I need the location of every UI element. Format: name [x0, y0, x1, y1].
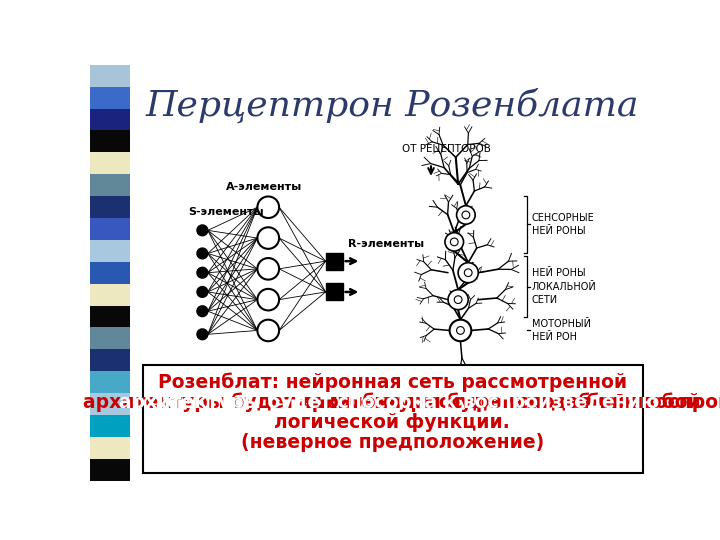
Circle shape — [258, 258, 279, 280]
Bar — [143, 365, 642, 473]
Circle shape — [462, 211, 469, 219]
Circle shape — [258, 289, 279, 310]
Text: Перцептрон Розенблата: Перцептрон Розенблата — [145, 87, 639, 123]
Text: логической функции.: логической функции. — [274, 413, 510, 431]
Bar — [90, 306, 130, 327]
Bar — [90, 65, 130, 87]
Text: МОТОРНЫЙ
НЕЙ РОН: МОТОРНЫЙ НЕЙ РОН — [532, 319, 590, 342]
Circle shape — [258, 197, 279, 218]
Circle shape — [197, 225, 208, 236]
Text: архитектуры будет способна к воспроизведению: архитектуры будет способна к воспроизвед… — [300, 392, 720, 412]
Bar — [90, 349, 130, 371]
Circle shape — [449, 320, 472, 341]
Text: НЕЙ РОНЫ
ЛОКАЛЬНОЙ
СЕТИ: НЕЙ РОНЫ ЛОКАЛЬНОЙ СЕТИ — [532, 268, 596, 305]
Text: СЕНСОРНЫЕ
НЕЙ РОНЫ: СЕНСОРНЫЕ НЕЙ РОНЫ — [532, 213, 595, 236]
Bar — [90, 152, 130, 174]
Circle shape — [451, 238, 458, 246]
Text: (неверное предположение): (неверное предположение) — [240, 433, 544, 451]
Circle shape — [197, 287, 208, 298]
Circle shape — [197, 248, 208, 259]
Text: А-элементы: А-элементы — [226, 183, 302, 192]
Bar — [90, 415, 130, 437]
Text: архитектуры будет способна к воспроизведению: архитектуры будет способна к воспроизвед… — [119, 392, 665, 412]
Bar — [90, 262, 130, 284]
Circle shape — [448, 289, 468, 309]
Bar — [325, 253, 343, 269]
Text: архитектуры будет способна к воспроизведению любой: архитектуры будет способна к воспроизвед… — [84, 392, 701, 412]
Text: ОТ РЕЦЕПТОРОВ: ОТ РЕЦЕПТОРОВ — [402, 144, 491, 154]
Bar — [90, 174, 130, 196]
Circle shape — [458, 262, 478, 283]
Bar — [90, 109, 130, 131]
Circle shape — [456, 206, 475, 224]
Circle shape — [456, 327, 464, 334]
Bar — [325, 284, 343, 300]
Bar — [90, 196, 130, 218]
Bar — [90, 393, 130, 415]
Text: любой: любой — [555, 393, 626, 411]
Circle shape — [258, 320, 279, 341]
Bar — [90, 371, 130, 393]
Bar — [90, 240, 130, 262]
Circle shape — [445, 233, 464, 251]
Text: Розенблат: нейронная сеть рассмотренной: Розенблат: нейронная сеть рассмотренной — [158, 372, 627, 392]
Bar — [90, 87, 130, 109]
Text: S-элементы: S-элементы — [189, 207, 264, 217]
Bar — [90, 327, 130, 349]
Circle shape — [197, 329, 208, 340]
Circle shape — [454, 296, 462, 303]
Circle shape — [197, 306, 208, 316]
Circle shape — [197, 267, 208, 278]
Circle shape — [464, 269, 472, 276]
Bar — [90, 458, 130, 481]
Bar — [90, 284, 130, 306]
Text: R-элементы: R-элементы — [348, 239, 424, 249]
Bar — [90, 131, 130, 152]
Bar — [90, 218, 130, 240]
Bar — [90, 437, 130, 458]
Circle shape — [258, 227, 279, 249]
